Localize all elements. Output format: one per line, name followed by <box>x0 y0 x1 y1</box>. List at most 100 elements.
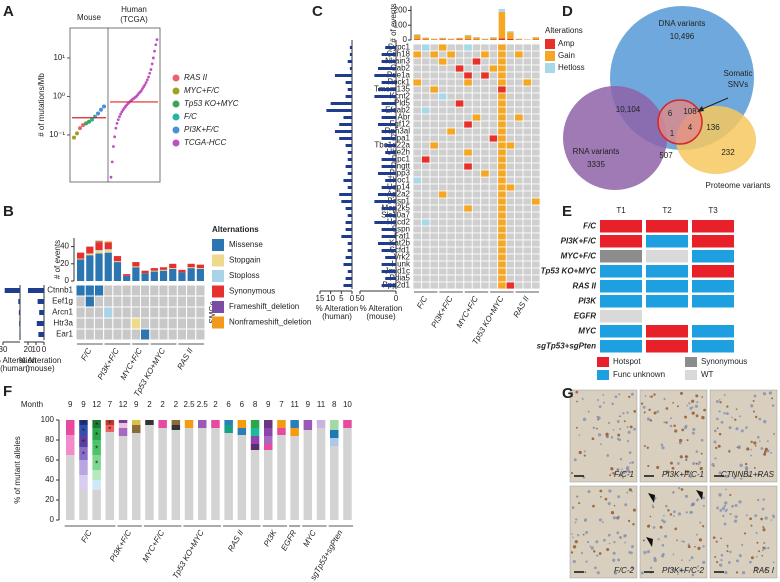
stain-dot <box>691 411 695 415</box>
allele-segment <box>264 428 273 436</box>
stain-dot <box>772 561 775 564</box>
heat-cell <box>195 306 206 319</box>
stain-dot <box>761 507 765 511</box>
tile-label: PI3K+F/C-2 <box>662 566 705 575</box>
stain-dot <box>718 563 723 567</box>
status-cell <box>692 250 734 263</box>
heat-hit <box>497 267 507 276</box>
allele-segment <box>79 420 88 425</box>
mouse-point <box>84 121 88 126</box>
heat-cell <box>531 253 541 262</box>
axis-label: % Alteration <box>316 304 359 313</box>
heat-hit <box>429 50 439 59</box>
stain-dot <box>612 428 615 431</box>
heat-cell <box>437 176 448 185</box>
legend-label: RAS II <box>184 73 208 82</box>
heat-cell <box>480 267 490 276</box>
legend-swatch <box>597 357 609 367</box>
heat-cell <box>488 274 499 283</box>
bar-segment <box>113 261 122 263</box>
stain-dot <box>684 424 688 428</box>
heat-cell <box>446 120 456 129</box>
stain-dot <box>735 571 739 574</box>
heat-cell <box>505 169 515 178</box>
heat-hit <box>497 246 507 255</box>
stain-dot <box>740 429 744 433</box>
y-tick-label: 20 <box>60 259 69 268</box>
stain-dot <box>657 538 660 541</box>
heat-cell <box>412 64 422 73</box>
stain-dot <box>735 408 738 411</box>
alteration-bar <box>385 151 396 154</box>
heat-cell <box>488 99 499 108</box>
heat-cell <box>429 99 439 108</box>
heat-cell <box>488 225 499 234</box>
stain-dot <box>678 441 682 445</box>
heat-hit <box>454 64 465 73</box>
stain-dot <box>673 424 676 428</box>
alteration-bar <box>4 288 20 293</box>
x-tick-label: 0 <box>42 345 47 354</box>
stain-dot <box>744 466 749 470</box>
heat-cell <box>412 57 422 66</box>
gene-label: Plpp3 <box>390 169 411 178</box>
venn-count: 1 <box>670 129 675 138</box>
bar-segment <box>187 263 195 268</box>
heat-cell <box>421 169 431 178</box>
legend-swatch <box>597 370 609 380</box>
alteration-bar <box>381 53 396 56</box>
stain-dot <box>609 474 612 477</box>
stain-dot <box>756 435 760 439</box>
heat-cell <box>421 127 431 136</box>
heat-cell <box>140 306 151 319</box>
heat-cell <box>412 232 422 241</box>
bar-segment <box>196 268 204 281</box>
group-label: PI3K+F/C <box>429 294 454 329</box>
stain-dot <box>591 437 595 441</box>
heat-cell <box>75 317 86 330</box>
status-cell <box>692 265 734 278</box>
x-tick-label: 20 <box>24 345 33 354</box>
stain-dot <box>689 475 692 479</box>
heat-hit <box>463 71 473 80</box>
heat-hit <box>505 183 515 192</box>
status-cell <box>646 250 688 263</box>
heat-hit <box>497 148 507 157</box>
panel-label: D <box>562 3 573 20</box>
allele-segment <box>158 420 167 428</box>
heat-cell <box>471 246 482 255</box>
heat-cell <box>531 239 541 248</box>
heat-cell <box>522 281 532 290</box>
heat-cell <box>421 99 431 108</box>
heat-cell <box>412 183 422 192</box>
heat-cell <box>505 127 515 136</box>
heat-cell <box>429 113 439 122</box>
stain-dot <box>729 550 732 554</box>
allele-segment <box>264 450 273 520</box>
heat-cell <box>421 134 431 143</box>
stain-dot <box>718 493 722 497</box>
heat-cell <box>480 218 490 227</box>
somatic-arrow <box>699 97 729 111</box>
stain-dot <box>670 461 673 465</box>
stain-dot <box>695 462 698 465</box>
stain-dot <box>606 454 610 457</box>
stain-dot <box>686 404 689 407</box>
allele-segment <box>105 420 115 425</box>
stain-dot <box>583 450 586 453</box>
legend-title: Alterations <box>545 26 583 35</box>
stain-dot <box>647 464 650 467</box>
heat-cell <box>75 328 86 341</box>
heat-cell <box>446 162 456 171</box>
stain-dot <box>671 567 675 571</box>
allele-segment <box>171 430 181 520</box>
stain-dot <box>581 397 584 400</box>
heat-hit <box>103 306 114 319</box>
heat-cell <box>531 204 541 213</box>
gene-label: Fgf12 <box>390 120 411 129</box>
heat-cell <box>437 155 448 164</box>
stain-dot <box>750 524 753 527</box>
micrograph <box>639 485 708 579</box>
heat-cell <box>149 317 160 330</box>
heat-cell <box>480 197 490 206</box>
